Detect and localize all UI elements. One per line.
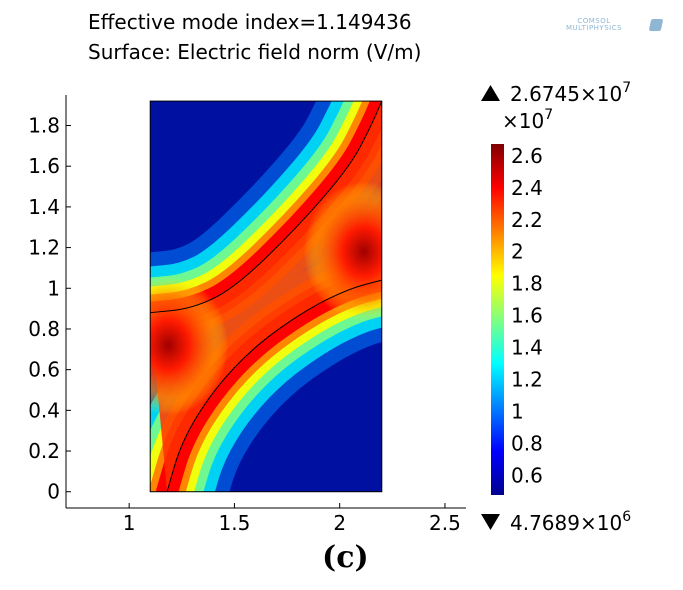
colorbar-tick-label: 2.4	[511, 176, 543, 200]
colorbar-tick-label: 1.2	[511, 368, 543, 392]
colorbar-group: 2.6 2.4 2.2 2 1.8 1.6 1.4 1.2 1 0.8 0.6 ×1072.6745×…	[481, 80, 631, 535]
x-tick-label: 2.5	[429, 511, 461, 535]
boundary-upper-line	[150, 100, 383, 314]
colorbar-max-label: 2.6745×107	[510, 80, 631, 106]
colorbar-tick-label: 2.6	[511, 144, 543, 168]
y-tick-label: 1.4	[28, 195, 60, 219]
y-tick-label: 0	[47, 480, 60, 504]
max-triangle-icon	[481, 85, 500, 101]
y-tick-label: 1.2	[28, 236, 60, 260]
y-tick-label: 0.4	[28, 398, 60, 422]
colorbar-tick-label: 2	[511, 240, 524, 264]
domain-outline	[149, 100, 383, 493]
x-tick-label: 1	[123, 511, 136, 535]
colorbar-tick-label: 1.4	[511, 336, 543, 360]
colorbar-min-label: 4.7689×106	[510, 509, 631, 535]
colorbar-max-exp: 7	[622, 80, 631, 96]
colorbar-bar	[491, 144, 504, 495]
y-tick-label: 0.2	[28, 439, 60, 463]
colorbar-tick-label: 0.6	[511, 463, 543, 487]
colorbar-tick-label: 2.2	[511, 208, 543, 232]
comsol-logo: COMSOL MULTIPHYSICS	[566, 18, 622, 32]
chart-subtitle: Surface: Electric field norm (V/m)	[88, 40, 422, 64]
colorbar-multiplier: ×107	[502, 107, 553, 133]
hotspot-left	[150, 275, 229, 416]
logo-brand: COMSOL	[577, 17, 611, 25]
y-tick-label: 0.6	[28, 358, 60, 382]
colorbar-min-exp: 6	[622, 509, 631, 525]
y-tick-label: 1.8	[28, 114, 60, 138]
y-tick-label: 0.8	[28, 317, 60, 341]
logo-sub: MULTIPHYSICS	[566, 24, 623, 32]
figure-caption: (c)	[322, 540, 369, 575]
x-tick-label: 2	[333, 511, 346, 535]
chart-title: Effective mode index=1.149436	[88, 10, 412, 34]
hotspot-right	[303, 181, 382, 322]
boundaries-group	[149, 100, 383, 493]
field-group	[150, 101, 382, 492]
axes-group: 0 0.2 0.4 0.6 0.8 1 1.2 1.4 1.6 1.8 1 1.5 2 2.5	[28, 95, 466, 535]
y-tick-label: 1.6	[28, 154, 60, 178]
colorbar-tick-label: 1	[511, 399, 524, 423]
min-triangle-icon	[481, 514, 500, 530]
colorbar-tick-label: 0.8	[511, 431, 543, 455]
boundary-lower-line	[166, 279, 382, 492]
x-tick-label: 1.5	[219, 511, 251, 535]
y-tick-label: 1	[47, 276, 60, 300]
colorbar-tick-label: 1.6	[511, 304, 543, 328]
colorbar-tick-label: 1.8	[511, 272, 543, 296]
colorbar-multiplier-exp: 7	[544, 107, 553, 123]
